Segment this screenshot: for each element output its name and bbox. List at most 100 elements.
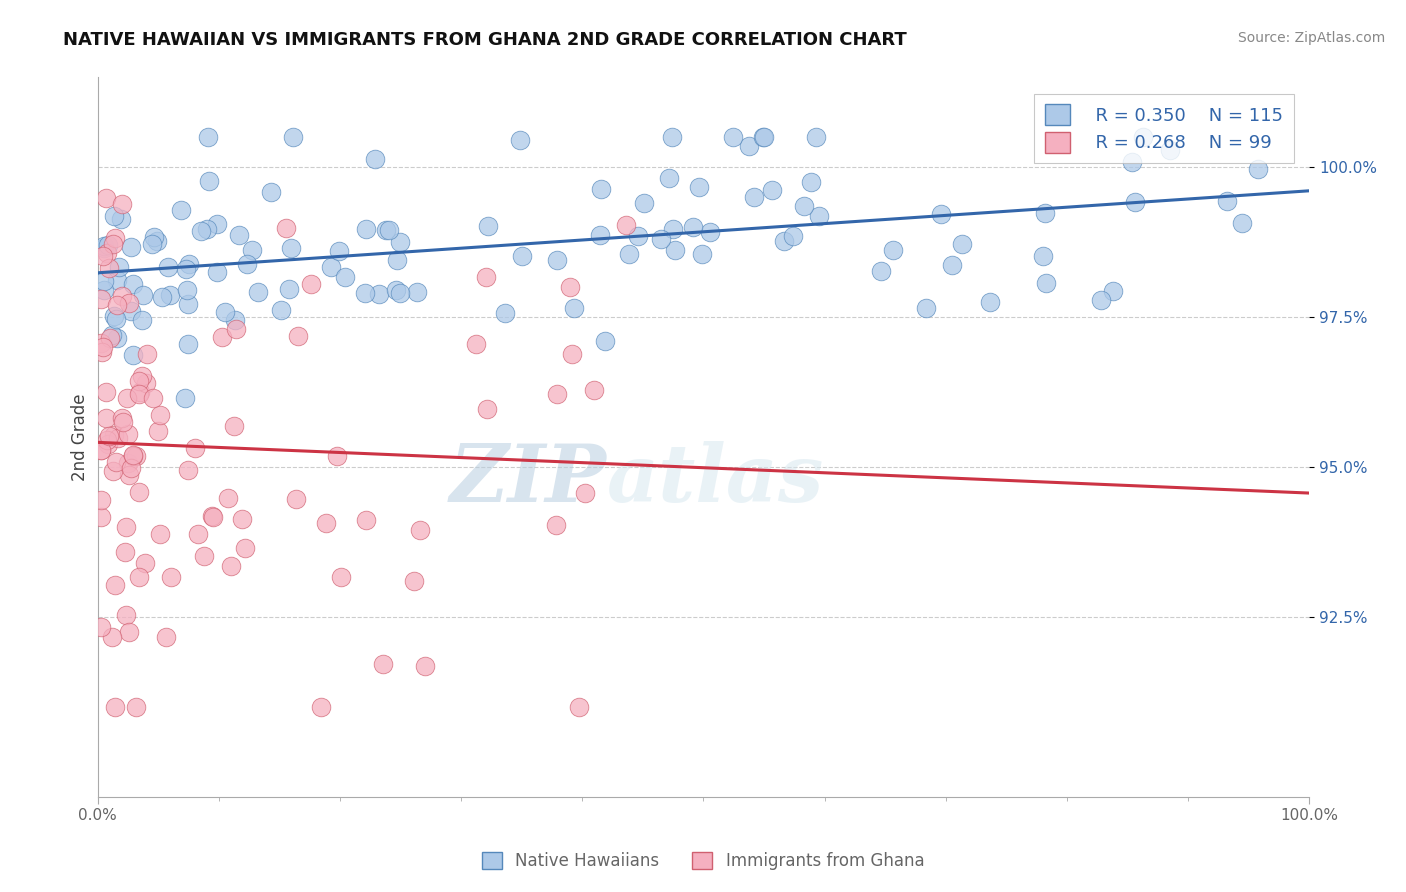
Point [174, 262, 197, 277]
Point [589, 227, 612, 242]
Point [197, 222, 219, 236]
Point [561, 347, 583, 361]
Point [330, 569, 353, 583]
Point [364, 152, 387, 166]
Point [98, 260, 121, 275]
Point [93, 274, 115, 288]
Point [105, 273, 128, 287]
Point [100, 331, 122, 345]
Point [281, 130, 304, 145]
Point [354, 222, 377, 236]
Point [688, 180, 710, 194]
Point [117, 468, 139, 483]
Point [91, 341, 114, 355]
Point [176, 283, 198, 297]
Point [107, 431, 129, 445]
Point [280, 242, 302, 256]
Text: atlas: atlas [606, 442, 824, 519]
Point [91, 345, 114, 359]
Point [128, 570, 150, 584]
Point [135, 376, 157, 390]
Point [183, 442, 205, 456]
Point [752, 130, 775, 145]
Point [737, 139, 759, 153]
Point [723, 130, 745, 145]
Point [662, 222, 685, 236]
Point [150, 290, 173, 304]
Point [90, 292, 112, 306]
Point [1032, 249, 1054, 263]
Point [198, 174, 221, 188]
Point [120, 240, 142, 254]
Point [633, 196, 655, 211]
Point [156, 260, 179, 274]
Point [315, 516, 337, 530]
Point [90, 442, 112, 457]
Point [187, 527, 209, 541]
Point [544, 517, 567, 532]
Point [1101, 284, 1123, 298]
Point [111, 415, 134, 429]
Point [177, 337, 200, 351]
Point [474, 270, 496, 285]
Point [149, 527, 172, 541]
Point [96, 384, 118, 399]
Point [91, 249, 114, 263]
Point [378, 223, 401, 237]
Point [373, 657, 395, 672]
Point [782, 228, 804, 243]
Point [96, 238, 118, 252]
Point [104, 455, 127, 469]
Point [205, 217, 228, 231]
Point [929, 207, 952, 221]
Point [326, 450, 349, 464]
Point [1035, 277, 1057, 291]
Point [299, 277, 322, 291]
Y-axis label: 2nd Grade: 2nd Grade [72, 393, 89, 481]
Point [120, 460, 142, 475]
Point [101, 630, 124, 644]
Point [752, 130, 775, 145]
Point [131, 313, 153, 327]
Point [413, 659, 436, 673]
Point [101, 328, 124, 343]
Point [115, 520, 138, 534]
Point [356, 513, 378, 527]
Point [177, 297, 200, 311]
Point [761, 183, 783, 197]
Point [96, 191, 118, 205]
Point [117, 457, 139, 471]
Point [231, 512, 253, 526]
Point [104, 312, 127, 326]
Point [941, 258, 963, 272]
Point [277, 283, 299, 297]
Point [94, 411, 117, 425]
Point [804, 130, 827, 145]
Point [408, 523, 430, 537]
Point [225, 322, 247, 336]
Point [233, 541, 256, 555]
Point [385, 253, 408, 268]
Point [228, 228, 250, 243]
Point [111, 289, 134, 303]
Point [125, 450, 148, 464]
Point [979, 294, 1001, 309]
Point [807, 209, 830, 223]
Point [285, 491, 308, 506]
Point [477, 401, 499, 416]
Point [128, 374, 150, 388]
Point [690, 246, 713, 260]
Point [155, 630, 177, 644]
Point [114, 545, 136, 559]
Point [465, 337, 488, 351]
Point [128, 484, 150, 499]
Point [354, 285, 377, 300]
Point [170, 203, 193, 218]
Point [179, 257, 201, 271]
Point [661, 130, 683, 145]
Point [494, 306, 516, 320]
Point [793, 199, 815, 213]
Point [90, 442, 112, 457]
Point [773, 234, 796, 248]
Point [177, 462, 200, 476]
